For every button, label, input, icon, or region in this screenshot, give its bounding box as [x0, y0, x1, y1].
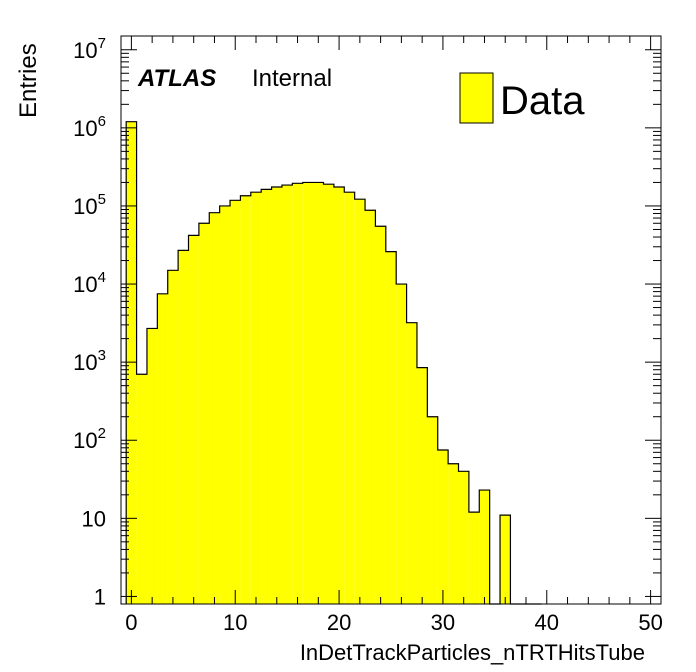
- histogram-bar: [281, 185, 293, 604]
- y-tick-label: 104: [73, 269, 106, 297]
- histogram-bar: [406, 322, 417, 604]
- histogram-bar: [250, 192, 262, 604]
- histogram-outline: [125, 121, 542, 605]
- histogram-bar: [167, 270, 179, 604]
- y-tick-label: 106: [73, 113, 106, 141]
- y-tick-label: 103: [73, 347, 106, 375]
- legend-swatch: [459, 72, 494, 124]
- internal-label: Internal: [252, 65, 332, 92]
- x-tick-labels: 0 10 20 30 40 50: [125, 610, 663, 635]
- histogram-bar: [178, 250, 189, 604]
- histogram-bar: [396, 284, 407, 604]
- histogram-bar: [271, 186, 282, 605]
- histogram-bar: [230, 200, 241, 604]
- histogram-bar: [313, 182, 324, 604]
- histogram-bar: [437, 449, 449, 604]
- histogram-bar: [365, 210, 376, 605]
- histogram-layer: [125, 121, 542, 605]
- plot-frame: [120, 35, 662, 605]
- histogram-bar: [375, 226, 386, 604]
- x-tick-label: 20: [327, 610, 351, 635]
- histogram-bar: [136, 374, 147, 604]
- legend-label: Data: [500, 79, 585, 123]
- histogram-bar: [427, 416, 438, 604]
- histogram-bar: [458, 471, 469, 604]
- histogram-bar: [323, 184, 334, 604]
- x-tick-label: 50: [638, 610, 662, 635]
- histogram-bar: [188, 235, 199, 604]
- histogram-bar: [479, 490, 490, 604]
- histogram-bar: [157, 293, 168, 604]
- histogram-bar: [302, 182, 314, 604]
- y-axis-label: Entries: [15, 43, 42, 118]
- y-tick-labels: 1 10 102 103 104 105 106 107: [73, 35, 106, 610]
- y-tick-label: 107: [73, 35, 106, 63]
- y-tick-label: 1: [94, 584, 106, 609]
- histogram-bar: [209, 212, 220, 604]
- x-tick-label: 0: [125, 610, 137, 635]
- histogram-bar: [500, 515, 511, 604]
- histogram-bar: [333, 186, 345, 605]
- histogram-bar: [292, 183, 303, 604]
- histogram-bar: [219, 205, 231, 604]
- axis-layer: [121, 36, 661, 604]
- histogram-bar: [126, 121, 137, 605]
- histogram-bar: [261, 189, 272, 604]
- histogram-bar: [448, 463, 459, 604]
- x-axis-label: InDetTrackParticles_nTRTHitsTube: [300, 640, 645, 665]
- histogram-bar: [354, 199, 366, 604]
- histogram-bar: [146, 328, 158, 604]
- atlas-label: ATLAS: [137, 65, 216, 92]
- histogram-bar: [468, 512, 480, 604]
- histogram-bar: [198, 223, 210, 604]
- histogram-bar: [385, 251, 397, 604]
- x-tick-label: 40: [535, 610, 559, 635]
- x-tick-label: 10: [223, 610, 247, 635]
- y-tick-label: 10: [82, 506, 106, 531]
- histogram-bar: [240, 195, 251, 604]
- x-tick-label: 30: [431, 610, 455, 635]
- y-tick-label: 105: [73, 191, 106, 219]
- y-tick-label: 102: [73, 425, 106, 453]
- histogram-bar: [416, 367, 428, 604]
- histogram-bar: [344, 192, 355, 604]
